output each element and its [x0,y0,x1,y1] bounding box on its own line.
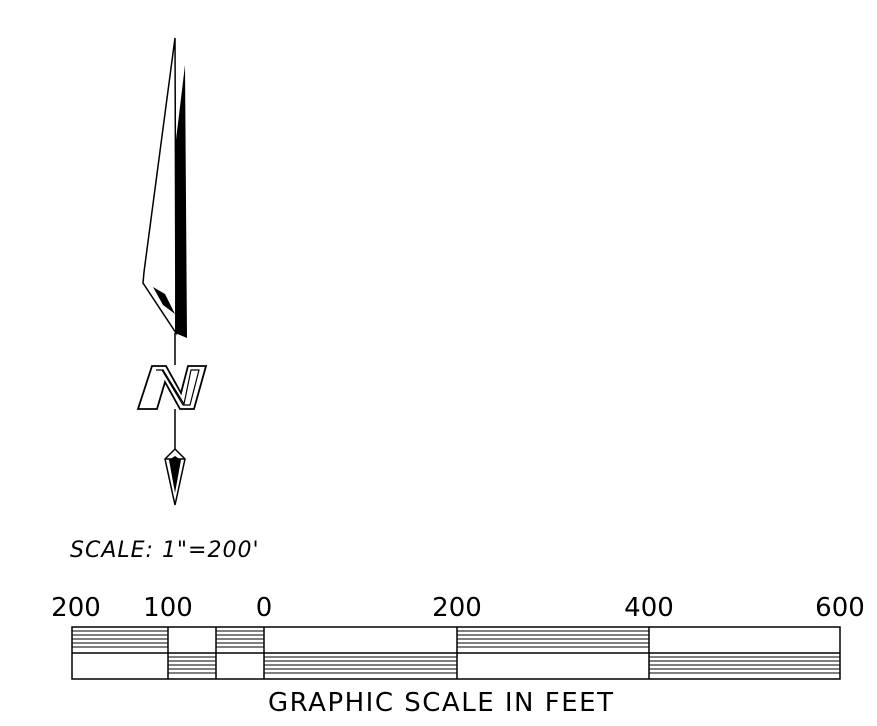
north-arrow-wedge [153,287,175,314]
scale-hatch-top-mid [216,630,264,648]
scale-label-600: 600 [815,593,865,623]
north-arrow-point-fill [169,456,181,493]
scale-hatch-bottom-left [168,656,216,674]
scale-hatch-bottom-right [649,656,840,674]
scale-hatch-top-right [457,630,649,648]
scale-label-400: 400 [624,593,674,623]
scale-label-100: 100 [143,593,193,623]
scale-note: SCALE: 1"=200' [70,538,260,563]
scale-label-200: 200 [432,593,482,623]
scale-label-left-200: 200 [51,593,101,623]
graphic-scale-title: GRAPHIC SCALE IN FEET [268,688,615,718]
scale-hatch-bottom-mid [264,656,457,674]
north-arrow-right-blade [175,65,187,338]
scale-label-0: 0 [255,593,273,623]
scale-hatch-top-left [72,630,168,648]
